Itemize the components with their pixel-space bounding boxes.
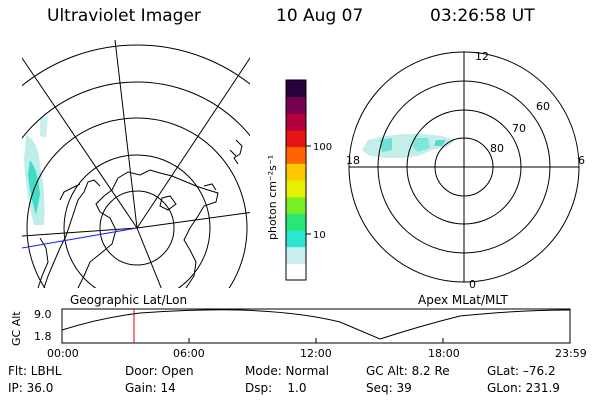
geo-aurora-region bbox=[24, 116, 48, 225]
info-mode: Mode: Normal bbox=[245, 364, 329, 378]
altitude-xtick: 12:00 bbox=[300, 347, 332, 360]
info-dsp: Dsp: 1.0 bbox=[245, 381, 307, 395]
info-glon: GLon: 231.9 bbox=[487, 381, 560, 395]
colorbar-tick-10: 10 bbox=[313, 230, 326, 241]
colorbar-band bbox=[286, 246, 306, 264]
altitude-ylabel: GC Alt bbox=[10, 311, 23, 346]
apex-polar-plot bbox=[348, 51, 580, 283]
apex-mlt-18: 18 bbox=[346, 154, 360, 167]
info-door: Door: Open bbox=[125, 364, 194, 378]
geo-meridians bbox=[22, 40, 250, 288]
geographic-map bbox=[21, 40, 250, 288]
colorbar-band bbox=[286, 263, 306, 281]
apex-mlt-6: 6 bbox=[578, 154, 585, 167]
geo-lat-ring bbox=[99, 190, 175, 266]
color-scale-bar: 100 10 photon cm⁻²s⁻¹ bbox=[266, 79, 332, 281]
colorbar-band bbox=[286, 180, 306, 198]
geo-panel-label: Geographic Lat/Lon bbox=[70, 293, 188, 307]
altitude-xtick: 23:59 bbox=[555, 347, 587, 360]
apex-lat-70: 70 bbox=[512, 122, 526, 135]
altitude-plot: GC Alt 9.0 1.8 00:00 06:00 12:00 18:00 2… bbox=[10, 308, 587, 360]
colorbar-band bbox=[286, 130, 306, 148]
geo-lat-ring bbox=[26, 117, 248, 288]
info-seq: Seq: 39 bbox=[366, 381, 412, 395]
altitude-curve bbox=[61, 309, 571, 340]
colorbar-band bbox=[286, 196, 306, 214]
altitude-x-ticks bbox=[61, 338, 571, 343]
colorbar-band bbox=[286, 163, 306, 181]
altitude-xtick: 06:00 bbox=[173, 347, 205, 360]
info-gc-alt: GC Alt: 8.2 Re bbox=[366, 364, 450, 378]
apex-lat-60: 60 bbox=[536, 100, 550, 113]
geo-lat-ring bbox=[22, 44, 250, 87]
altitude-ytick-max: 9.0 bbox=[34, 308, 52, 321]
info-flt: Flt: LBHL bbox=[8, 364, 62, 378]
geo-lat-ring bbox=[22, 81, 250, 139]
apex-mlt-12: 12 bbox=[475, 50, 489, 63]
satellite-track-line bbox=[21, 227, 138, 249]
colorbar-band bbox=[286, 230, 306, 248]
apex-labels: 12 18 6 0 60 70 80 bbox=[346, 50, 585, 291]
altitude-xtick: 00:00 bbox=[47, 347, 79, 360]
time-label: 03:26:58 UT bbox=[430, 6, 535, 26]
altitude-xtick: 18:00 bbox=[428, 347, 460, 360]
info-ip: IP: 36.0 bbox=[8, 381, 54, 395]
geo-coastline bbox=[37, 139, 243, 288]
page-title: Ultraviolet Imager bbox=[47, 6, 201, 26]
colorbar-band bbox=[286, 80, 306, 98]
colorbar-band bbox=[286, 96, 306, 114]
apex-mlt-0: 0 bbox=[469, 278, 476, 291]
apex-lat-80: 80 bbox=[490, 142, 504, 155]
colorbar-band bbox=[286, 213, 306, 231]
date-label: 10 Aug 07 bbox=[276, 6, 364, 26]
geo-lat-ring bbox=[63, 154, 211, 288]
altitude-ytick-min: 1.8 bbox=[34, 330, 52, 343]
colorbar-band bbox=[286, 113, 306, 131]
colorbar-band bbox=[286, 146, 306, 164]
info-glat: GLat: –76.2 bbox=[487, 364, 556, 378]
colorbar-unit-label: photon cm⁻²s⁻¹ bbox=[266, 155, 279, 240]
info-gain: Gain: 14 bbox=[125, 381, 176, 395]
apex-panel-label: Apex MLat/MLT bbox=[418, 293, 508, 307]
apex-aurora-region bbox=[362, 134, 455, 158]
colorbar-tick-100: 100 bbox=[313, 142, 332, 153]
